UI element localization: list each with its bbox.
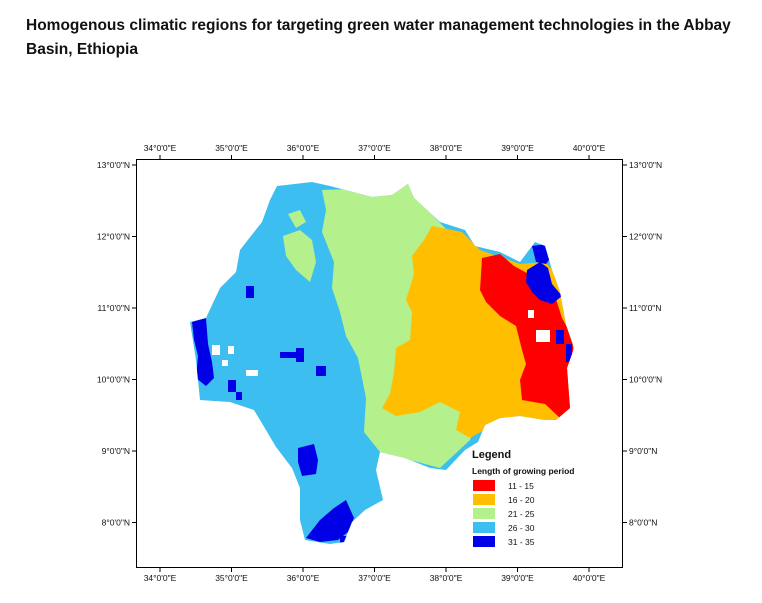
lon-label-top: 39°0'0"E (501, 143, 534, 153)
lat-label-right: 12°0'0"N (629, 232, 662, 242)
lat-label-right: 8°0'0"N (629, 518, 657, 528)
zone-31-35-west-dot-2 (236, 392, 242, 400)
page-title: Homogenous climatic regions for targetin… (26, 17, 731, 58)
legend-swatch (473, 522, 495, 533)
legend-swatch (473, 480, 495, 491)
lon-label-bottom: 39°0'0"E (501, 573, 534, 583)
zone-31-35-mid-bar-2 (296, 348, 304, 362)
lat-label-right: 11°0'0"N (629, 303, 661, 313)
lon-label-top: 40°0'0"E (573, 143, 606, 153)
zone-31-35-east-strip (556, 330, 564, 344)
lon-label-top: 36°0'0"E (287, 143, 320, 153)
lat-label-left: 12°0'0"N (97, 232, 130, 242)
longitude-ticks-bottom: 34°0'0"E 35°0'0"E 36°0'0"E 37°0'0"E 38°0'0"E… (144, 568, 606, 583)
zone-31-35-mid-dot (316, 366, 326, 376)
lon-label-top: 37°0'0"E (358, 143, 391, 153)
zone-31-35-west (192, 318, 214, 386)
zone-21-25-north (288, 210, 306, 228)
lat-label-left: 8°0'0"N (102, 518, 130, 528)
gap-west-2 (212, 345, 220, 355)
gap-east (536, 330, 550, 342)
zone-21-25-west (283, 230, 316, 282)
lat-label-left: 13°0'0"N (97, 160, 130, 170)
gap-east-2 (528, 310, 534, 318)
lon-label-top: 34°0'0"E (144, 143, 177, 153)
legend: Legend Length of growing period 11 - 15 1… (472, 449, 574, 547)
legend-swatch (473, 536, 495, 547)
lat-label-left: 9°0'0"N (102, 446, 130, 456)
zone-31-35-northwest (246, 286, 254, 298)
zone-31-35-center-south (298, 444, 318, 476)
lon-label-bottom: 40°0'0"E (573, 573, 606, 583)
gap-west-4 (228, 346, 234, 354)
lon-label-top: 38°0'0"E (430, 143, 463, 153)
legend-item-label: 31 - 35 (508, 537, 535, 547)
legend-title: Legend (472, 449, 511, 461)
legend-item-label: 26 - 30 (508, 523, 535, 533)
lon-label-bottom: 34°0'0"E (144, 573, 177, 583)
legend-item-label: 16 - 20 (508, 495, 535, 505)
lat-label-right: 10°0'0"N (629, 375, 662, 385)
lon-label-top: 35°0'0"E (215, 143, 248, 153)
lat-label-left: 11°0'0"N (98, 303, 130, 313)
latitude-ticks-right: 13°0'0"N 12°0'0"N 11°0'0"N 10°0'0"N 9°0'0"N 8… (623, 160, 662, 528)
lat-label-right: 13°0'0"N (629, 160, 662, 170)
latitude-ticks-left: 13°0'0"N 12°0'0"N 11°0'0"N 10°0'0"N 9°0'0"N 8… (97, 160, 136, 528)
zone-31-35-mid-bar (280, 352, 302, 358)
lat-label-right: 9°0'0"N (629, 446, 657, 456)
lon-label-bottom: 35°0'0"E (215, 573, 248, 583)
longitude-ticks-top: 34°0'0"E 35°0'0"E 36°0'0"E 37°0'0"E 38°0'0"E… (144, 143, 606, 159)
lat-label-left: 10°0'0"N (97, 375, 130, 385)
zone-31-35-east-strip-2 (566, 344, 572, 362)
legend-subtitle: Length of growing period (472, 466, 574, 476)
zone-31-35-northeast (526, 262, 562, 304)
legend-swatch (473, 508, 495, 519)
zone-31-35-south-tail (340, 536, 352, 544)
lon-label-bottom: 37°0'0"E (358, 573, 391, 583)
gap-west (246, 370, 258, 376)
lon-label-bottom: 36°0'0"E (287, 573, 320, 583)
lon-label-bottom: 38°0'0"E (430, 573, 463, 583)
gap-west-3 (222, 360, 228, 366)
zone-31-35-south (306, 500, 354, 542)
legend-item-label: 21 - 25 (508, 509, 535, 519)
zone-31-35-west-dot (228, 380, 236, 392)
legend-item-label: 11 - 15 (508, 481, 534, 491)
legend-swatch (473, 494, 495, 505)
